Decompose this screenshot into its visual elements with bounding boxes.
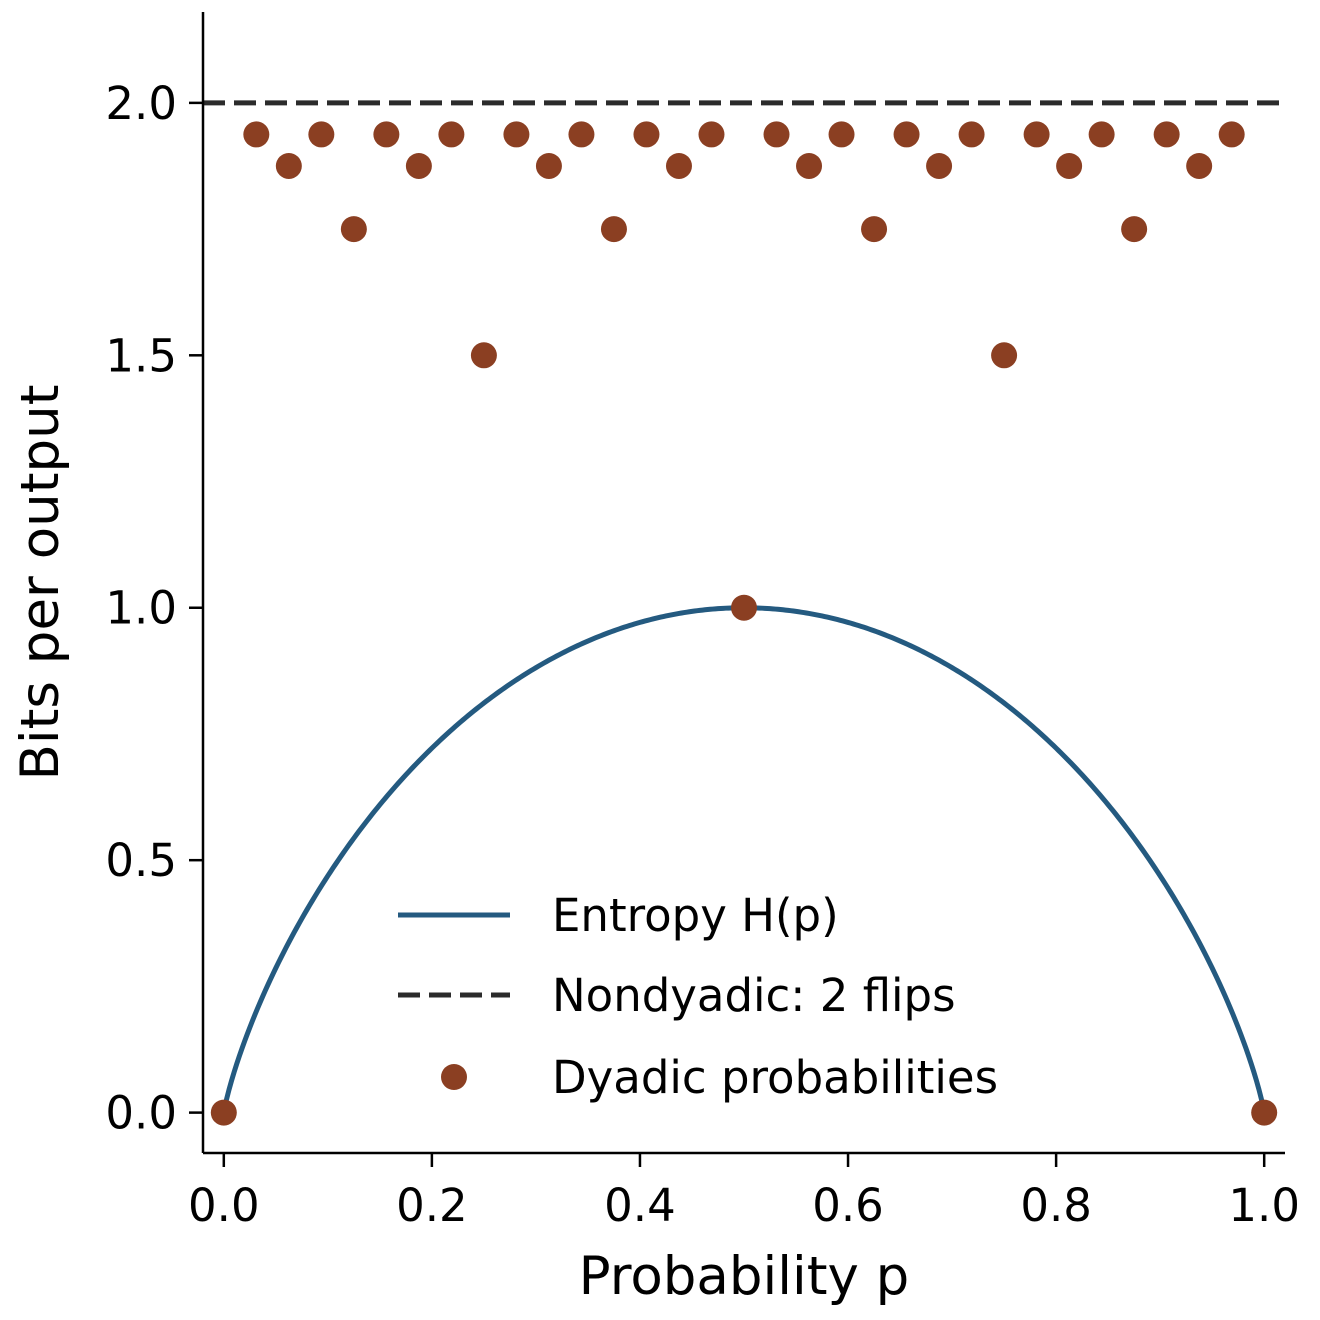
dyadic-point (796, 152, 823, 179)
dyadic-point (1121, 216, 1148, 243)
dyadic-point (1251, 1099, 1278, 1126)
dyadic-point (633, 121, 660, 148)
plot-area (203, 100, 1285, 1126)
dyadic-point (438, 121, 465, 148)
dyadic-point (926, 152, 953, 179)
dyadic-point (568, 121, 595, 148)
dyadic-point (763, 121, 790, 148)
dyadic-point (1056, 152, 1083, 179)
x-tick-label: 0.6 (812, 1179, 884, 1232)
dyadic-point (1088, 121, 1115, 148)
dyadic-point (210, 1099, 237, 1126)
x-tick-label: 1.0 (1228, 1179, 1300, 1232)
dyadic-point (1218, 121, 1245, 148)
dyadic-point (373, 121, 400, 148)
dyadic-point (308, 121, 335, 148)
dyadic-point (470, 342, 497, 369)
dyadic-point (275, 152, 302, 179)
dyadic-point (405, 152, 432, 179)
y-tick-label: 1.0 (105, 582, 177, 635)
dyadic-point (861, 216, 888, 243)
dyadic-point (893, 121, 920, 148)
entropy-line (221, 605, 1267, 1114)
dyadic-point (503, 121, 530, 148)
dyadic-point (958, 121, 985, 148)
axes: 0.0 0.2 0.4 0.6 0.8 1.0 0.0 0.5 1.0 1.5 2.0 Probabi… (10, 12, 1300, 1307)
dyadic-point (600, 216, 627, 243)
dyadic-point (1153, 121, 1180, 148)
legend-label: Nondyadic: 2 flips (552, 969, 956, 1022)
x-tick-label: 0.2 (396, 1179, 468, 1232)
x-tick-label: 0.4 (604, 1179, 676, 1232)
dyadic-point (828, 121, 855, 148)
dyadic-point (731, 594, 757, 621)
dyadic-point (1186, 152, 1213, 179)
y-tick-label: 0.0 (105, 1087, 177, 1140)
x-tick-label: 0.0 (188, 1179, 260, 1232)
dyadic-point (340, 216, 367, 243)
dyadic-point (991, 342, 1018, 369)
dyadic-point (698, 121, 725, 148)
dyadic-point (665, 152, 692, 179)
legend-label: Dyadic probabilities (552, 1051, 998, 1104)
legend: Entropy H(p) Nondyadic: 2 flips Dyadic pro… (398, 889, 998, 1104)
x-axis-label: Probability p (579, 1246, 910, 1307)
y-tick-label: 0.5 (105, 834, 177, 887)
y-axis-label: Bits per output (10, 384, 71, 780)
legend-label: Entropy H(p) (552, 889, 839, 942)
dyadic-point (535, 152, 562, 179)
x-tick-label: 0.8 (1020, 1179, 1092, 1232)
y-tick-label: 1.5 (105, 329, 177, 382)
y-tick-label: 2.0 (105, 77, 177, 130)
legend-dyadic-swatch (441, 1064, 467, 1090)
dyadic-point (1023, 121, 1050, 148)
dyadic-point (243, 121, 270, 148)
